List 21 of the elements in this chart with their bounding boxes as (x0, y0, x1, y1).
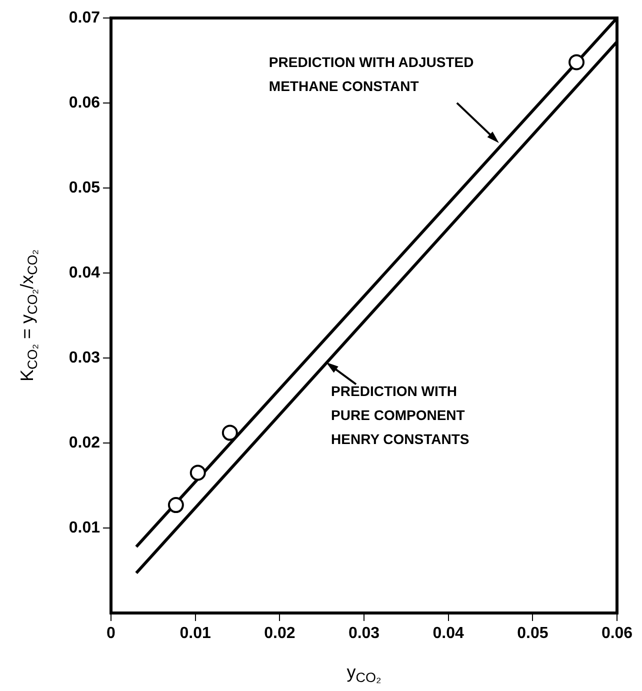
y-tick-label: 0.03 (68, 349, 100, 366)
annotation: PREDICTION WITH ADJUSTED METHANE CONSTANT (268, 54, 474, 94)
y-tick-label: 0.04 (68, 264, 100, 282)
y-tick-label: 0.05 (68, 179, 100, 196)
x-tick-label: 0.02 (264, 625, 296, 642)
y-tick-label: 0.01 (68, 519, 100, 536)
point (222, 424, 238, 441)
x-tick-label: 0.04 (432, 625, 464, 642)
annotation: PREDICTION WITH PURE COMPONENT HENRY CONSTANTS (331, 383, 470, 448)
y-tick-label: 0.07 (68, 9, 100, 26)
y-tick-label: 0.02 (68, 434, 100, 452)
point (190, 464, 206, 481)
x-tick-label: 0.06 (601, 625, 633, 642)
y-tick-label: 0.06 (68, 94, 100, 112)
x-tick-label: 0.03 (348, 625, 380, 642)
x-tick-label: 0.01 (180, 625, 212, 642)
x-tick-label: 0.05 (517, 625, 548, 642)
point (568, 54, 585, 70)
y-axis-title: KCO₂ = yCO₂/xCO₂ (16, 249, 40, 382)
x-tick-label: 0 (106, 625, 116, 642)
point (168, 497, 184, 514)
